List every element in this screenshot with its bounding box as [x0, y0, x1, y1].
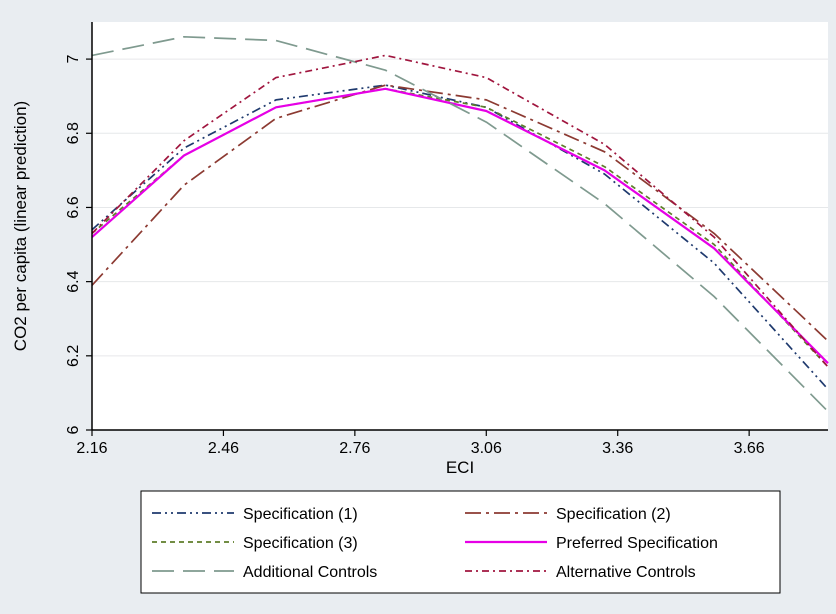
y-ticks: 6 6.2 6.4 6.6 6.8 7 — [65, 55, 92, 434]
series-layer — [91, 35, 829, 413]
x-tick-label: 3.66 — [734, 440, 765, 457]
legend-label: Preferred Specification — [556, 535, 718, 552]
y-axis-label: CO2 per capita (linear prediction) — [11, 101, 30, 351]
series-line-5 — [91, 35, 829, 413]
plot-area — [92, 22, 828, 430]
series-line-4 — [91, 87, 829, 364]
x-tick-label: 2.76 — [339, 440, 370, 457]
y-tick-label: 6.8 — [65, 122, 82, 144]
legend-label: Additional Controls — [243, 564, 377, 581]
series-line-2 — [91, 84, 829, 342]
y-tick-label: 6.2 — [65, 345, 82, 367]
legend-label: Specification (1) — [243, 506, 358, 523]
y-tick-label: 6.4 — [65, 270, 82, 292]
axes — [91, 22, 828, 431]
y-tick-label: 6.6 — [65, 196, 82, 218]
x-tick-label: 2.16 — [76, 440, 107, 457]
y-tick-label: 7 — [65, 55, 82, 64]
x-ticks: 2.16 2.46 2.76 3.06 3.36 3.66 — [76, 430, 765, 457]
legend: Specification (1) Specification (2) Specif… — [140, 490, 781, 594]
x-tick-label: 2.46 — [208, 440, 239, 457]
x-tick-label: 3.36 — [602, 440, 633, 457]
legend-box — [140, 490, 781, 594]
legend-label: Alternative Controls — [556, 564, 696, 581]
y-tick-label: 6 — [65, 425, 82, 434]
x-axis-label: ECI — [446, 458, 474, 477]
legend-label: Specification (3) — [243, 535, 358, 552]
legend-label: Specification (2) — [556, 506, 671, 523]
x-tick-label: 3.06 — [471, 440, 502, 457]
